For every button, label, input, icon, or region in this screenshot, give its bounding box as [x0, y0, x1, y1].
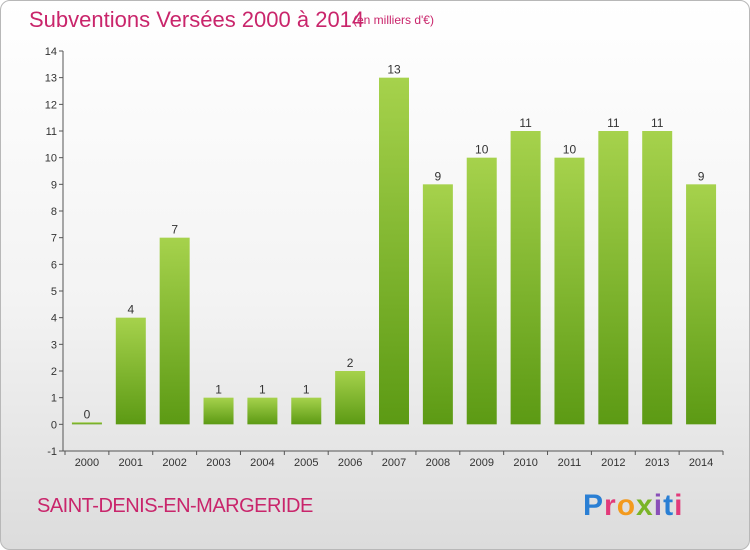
x-tick-label: 2002 [162, 457, 186, 469]
bar-2010 [510, 131, 541, 425]
x-tick-label: 2012 [601, 457, 625, 469]
data-label: 11 [607, 116, 620, 130]
data-label: 9 [698, 169, 705, 183]
data-label: 11 [651, 116, 664, 130]
x-tick-label: 2013 [645, 457, 669, 469]
x-tick-label: 2008 [426, 457, 450, 469]
bar-2009 [466, 157, 497, 425]
bar-2013 [642, 131, 673, 425]
data-label: 4 [127, 303, 134, 317]
y-tick-label: 4 [51, 313, 57, 325]
bar-2008 [422, 184, 453, 425]
data-label: 1 [259, 383, 266, 397]
y-tick-label: 1 [51, 393, 57, 405]
bar-2003 [203, 397, 234, 425]
y-tick-label: 14 [45, 46, 57, 58]
y-tick-label: 13 [45, 73, 57, 85]
bar-2004 [247, 397, 278, 425]
x-tick-label: 2011 [558, 457, 582, 469]
x-tick-label: 2004 [250, 457, 274, 469]
x-tick-label: 2010 [513, 457, 537, 469]
bar-2006 [335, 371, 366, 425]
x-tick-label: 2005 [294, 457, 318, 469]
y-tick-label: 8 [51, 206, 57, 218]
bar-2001 [115, 317, 146, 425]
x-tick-label: 2009 [469, 457, 493, 469]
y-tick-label: 0 [51, 419, 57, 431]
chart-title: Subventions Versées 2000 à 2014 [29, 7, 365, 32]
bar-2007 [379, 77, 409, 425]
data-label: 1 [215, 383, 222, 397]
y-tick-label: 7 [51, 233, 57, 245]
data-label: 0 [84, 407, 91, 421]
y-tick-label: -1 [47, 446, 57, 458]
x-tick-label: 2000 [75, 457, 99, 469]
bar-2011 [554, 157, 585, 425]
y-tick-label: 6 [51, 259, 57, 271]
commune-name: SAINT-DENIS-EN-MARGERIDE [37, 495, 313, 517]
y-tick-label: 10 [45, 153, 57, 165]
data-label: 11 [519, 116, 532, 130]
bar-2002 [159, 237, 190, 425]
data-label: 9 [435, 169, 442, 183]
bar-2012 [598, 131, 629, 425]
x-tick-label: 2006 [338, 457, 362, 469]
y-tick-label: 11 [46, 126, 57, 138]
data-label: 10 [475, 143, 489, 157]
proxiti-logo: Proxiti [583, 489, 684, 522]
bar-2005 [291, 397, 322, 425]
x-tick-label: 2001 [119, 457, 143, 469]
data-label: 13 [387, 63, 401, 77]
x-tick-label: 2014 [689, 457, 713, 469]
y-tick-label: 9 [51, 179, 57, 191]
y-tick-label: 12 [45, 99, 57, 111]
data-label: 2 [347, 356, 354, 370]
x-tick-label: 2003 [206, 457, 230, 469]
chart-unit: (en milliers d'€) [353, 13, 434, 27]
x-tick-label: 2007 [382, 457, 406, 469]
bar-2014 [686, 184, 717, 425]
data-label: 1 [303, 383, 310, 397]
y-tick-label: 3 [51, 339, 57, 351]
y-tick-label: 5 [51, 286, 57, 298]
data-label: 10 [563, 143, 577, 157]
y-tick-label: 2 [51, 366, 57, 378]
bar-2000 [71, 422, 102, 425]
data-label: 7 [171, 223, 178, 237]
